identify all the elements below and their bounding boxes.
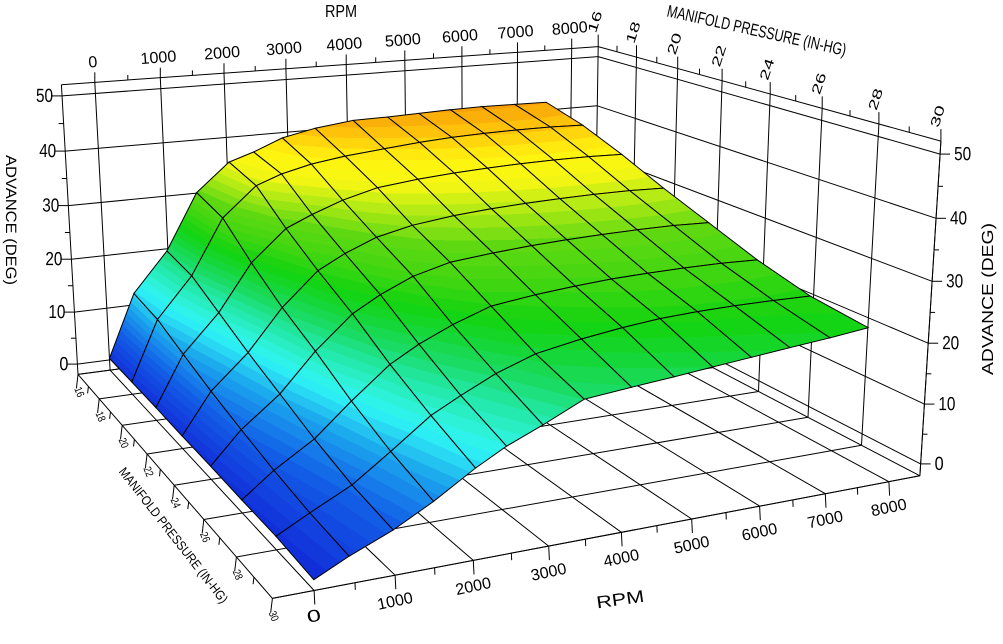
svg-text:18: 18 [93, 410, 108, 424]
svg-text:28: 28 [865, 86, 886, 112]
svg-text:ADVANCE (DEG): ADVANCE (DEG) [980, 223, 997, 375]
svg-text:0: 0 [935, 454, 944, 475]
svg-text:20: 20 [116, 436, 131, 450]
svg-text:0: 0 [88, 54, 98, 72]
svg-text:26: 26 [808, 71, 829, 97]
svg-text:10: 10 [48, 302, 65, 323]
svg-text:20: 20 [664, 31, 685, 57]
svg-text:0: 0 [305, 605, 323, 626]
svg-text:18: 18 [623, 20, 644, 46]
svg-text:16: 16 [71, 385, 86, 399]
svg-text:7000: 7000 [497, 23, 534, 43]
svg-text:20: 20 [45, 249, 62, 270]
svg-text:4000: 4000 [326, 35, 363, 55]
svg-text:50: 50 [36, 86, 53, 107]
svg-text:10: 10 [938, 394, 955, 415]
svg-text:8000: 8000 [551, 19, 588, 39]
svg-text:40: 40 [39, 141, 56, 162]
svg-text:1000: 1000 [140, 48, 177, 68]
svg-text:20: 20 [942, 333, 959, 354]
svg-text:2000: 2000 [204, 44, 241, 64]
svg-text:30: 30 [927, 103, 948, 129]
svg-text:6000: 6000 [441, 27, 478, 47]
svg-text:22: 22 [140, 465, 155, 479]
svg-text:22: 22 [708, 43, 729, 69]
svg-text:16: 16 [584, 9, 605, 35]
svg-text:24: 24 [756, 56, 777, 82]
svg-text:28: 28 [230, 568, 245, 582]
svg-text:24: 24 [168, 496, 183, 510]
svg-text:30: 30 [42, 196, 59, 217]
svg-text:0: 0 [59, 354, 68, 375]
svg-text:3000: 3000 [265, 39, 302, 59]
svg-text:30: 30 [946, 271, 963, 292]
svg-text:40: 40 [950, 208, 967, 229]
svg-text:RPM: RPM [325, 1, 357, 21]
svg-text:30: 30 [266, 609, 281, 623]
svg-text:5000: 5000 [384, 31, 421, 51]
svg-text:26: 26 [197, 530, 212, 544]
svg-text:50: 50 [954, 144, 971, 165]
svg-text:ADVANCE (DEG): ADVANCE (DEG) [2, 155, 19, 285]
